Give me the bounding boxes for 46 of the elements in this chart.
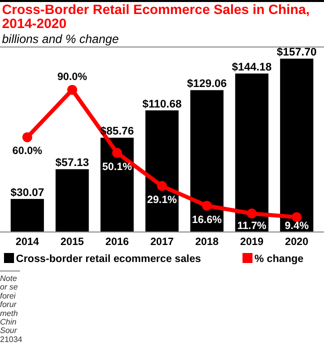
- x-tick-label: 2015: [60, 236, 84, 248]
- x-tick-label: 2016: [105, 236, 129, 248]
- data-label: $144.18: [232, 62, 272, 74]
- data-label: $157.70: [276, 46, 317, 59]
- text: Note: [0, 274, 18, 283]
- x-tick-label: 2020: [285, 236, 309, 248]
- data-label: 90.0%: [57, 70, 88, 83]
- x-tick-label: 2018: [195, 236, 219, 248]
- data-label: $110.68: [142, 98, 182, 110]
- point: [112, 148, 122, 158]
- legend-label: % change: [254, 253, 304, 265]
- chart-subtitle: billions and % change: [2, 32, 120, 46]
- point: [246, 208, 257, 219]
- text: forur: [0, 300, 17, 310]
- text: or se: [0, 282, 18, 292]
- data-label: 16.6%: [192, 214, 222, 226]
- text: Sour: [0, 326, 18, 336]
- point: [67, 84, 78, 95]
- text: forei: [0, 291, 16, 300]
- text: meth: [0, 308, 18, 318]
- point: [292, 212, 302, 222]
- point: [22, 132, 32, 142]
- point: [202, 200, 212, 211]
- legend-label: Cross-border retail ecommerce sales: [16, 253, 202, 265]
- x-tick-label: 2019: [240, 236, 264, 248]
- text: Chin: [0, 318, 18, 326]
- bar: [280, 58, 314, 232]
- data-label: $30.07: [10, 186, 44, 199]
- bar: [145, 110, 179, 232]
- x-tick-label: 2017: [150, 236, 174, 248]
- data-label: 60.0%: [12, 145, 43, 158]
- data-label: 29.1%: [147, 194, 178, 206]
- x-tick-label: 2014: [16, 236, 40, 248]
- bar: [10, 198, 44, 232]
- data-label: 9.4%: [284, 220, 310, 232]
- text: 21034: [0, 334, 23, 344]
- bar: [56, 169, 89, 232]
- bar: [100, 138, 134, 232]
- data-label: 50.1%: [102, 160, 133, 173]
- bar: [190, 90, 224, 232]
- data-label: 11.7%: [237, 220, 268, 232]
- data-label: $57.13: [55, 157, 90, 170]
- point: [157, 181, 167, 192]
- chart-title: Cross-Border Retail Ecommerce Sales in China, 2014-2020: [2, 2, 310, 31]
- data-label: $129.06: [187, 78, 227, 90]
- bar: [235, 74, 268, 232]
